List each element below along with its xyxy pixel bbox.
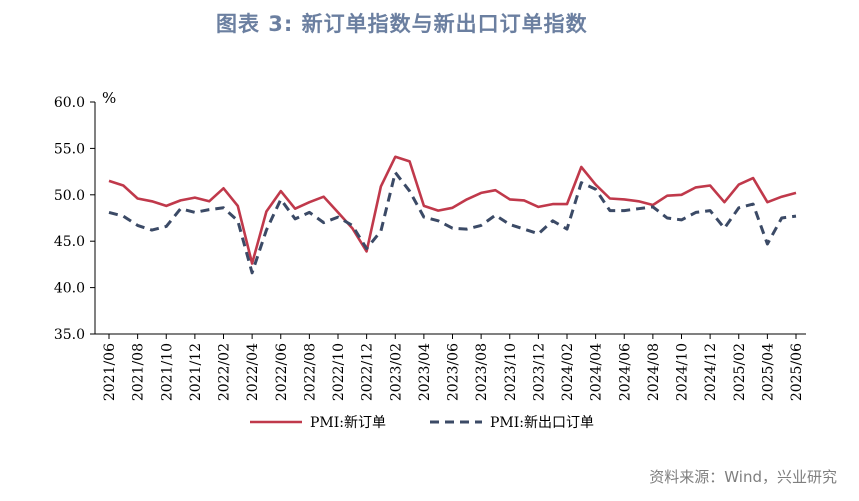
source-note: 资料来源：Wind，兴业研究 [649, 468, 837, 486]
x-tick-label: 2025/04 [760, 343, 776, 401]
x-tick-label: 2024/04 [589, 343, 605, 401]
x-tick-label: 2022/06 [274, 343, 290, 401]
x-tick-label: 2025/02 [732, 343, 748, 401]
y-tick-label: 40.0 [54, 281, 85, 297]
x-tick-label: 2024/10 [675, 343, 691, 401]
x-tick-label: 2024/02 [560, 343, 576, 401]
x-tick-label: 2024/12 [703, 343, 719, 401]
x-tick-label: 2022/08 [302, 343, 318, 401]
x-tick-label: 2022/02 [217, 343, 233, 401]
legend-label-new-orders: PMI:新订单 [310, 415, 386, 431]
chart-legend: PMI:新订单 PMI:新出口订单 [250, 415, 594, 431]
x-tick-label: 2023/08 [474, 343, 490, 401]
y-tick-label: 60.0 [54, 95, 85, 111]
x-tick-label: 2023/04 [417, 343, 433, 401]
x-tick-label: 2021/10 [159, 343, 175, 401]
x-tick-label: 2023/12 [531, 343, 547, 401]
x-tick-label: 2022/04 [245, 343, 261, 401]
y-unit-label: % [102, 89, 116, 107]
y-tick-label: 50.0 [54, 188, 85, 204]
series-line-new-orders [108, 155, 797, 265]
page-title: 图表 3: 新订单指数与新出口订单指数 [216, 12, 588, 36]
x-tick-label: 2024/08 [646, 343, 662, 401]
chart-series [108, 155, 797, 275]
y-tick-label: 35.0 [54, 327, 85, 343]
series-line-new-export-orders [108, 171, 797, 275]
y-tick-label: 55.0 [54, 141, 85, 157]
chart-axes: 35.0 40.0 45.0 50.0 55.0 60.0 % 2021/06 2021/08 2… [54, 89, 806, 401]
x-tick-label: 2021/08 [131, 343, 147, 401]
x-tick-label: 2022/10 [331, 343, 347, 401]
x-tick-label: 2024/06 [617, 343, 633, 401]
x-tick-label: 2021/06 [102, 343, 118, 401]
y-tick-label: 45.0 [54, 234, 85, 250]
legend-label-new-export-orders: PMI:新出口订单 [490, 415, 594, 431]
x-tick-label: 2025/06 [789, 343, 805, 401]
x-tick-label: 2022/12 [360, 343, 376, 401]
x-tick-label: 2023/02 [388, 343, 404, 401]
x-tick-label: 2023/06 [446, 343, 462, 401]
x-tick-label: 2021/12 [188, 343, 204, 401]
x-tick-label: 2023/10 [503, 343, 519, 401]
